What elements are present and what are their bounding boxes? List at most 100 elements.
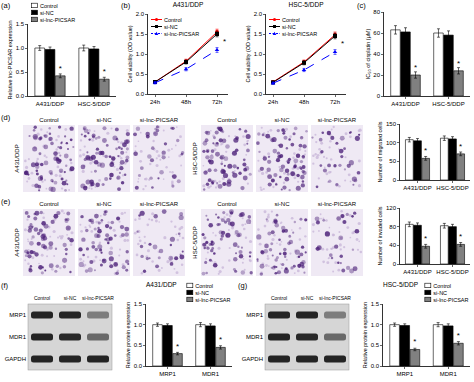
svg-text:IC₅₀ of cisplatin (μM): IC₅₀ of cisplatin (μM) [365,29,371,80]
svg-text:(a): (a) [1,1,11,10]
svg-text:MDR1: MDR1 [246,334,264,340]
svg-text:HSC-5/DDP: HSC-5/DDP [383,281,418,288]
svg-text:100: 100 [386,140,397,146]
svg-text:1.5: 1.5 [134,301,143,307]
svg-text:HSC-5/DDP: HSC-5/DDP [78,101,110,107]
svg-text:si-lnc-PICSAR: si-lnc-PICSAR [40,17,75,23]
svg-text:48h: 48h [299,99,309,105]
svg-text:*: * [413,337,416,346]
svg-text:Control: Control [282,17,300,23]
svg-text:Control: Control [433,283,451,289]
svg-text:1.0: 1.0 [16,45,25,51]
svg-text:0.5: 0.5 [254,71,263,77]
svg-text:0.0: 0.0 [371,363,380,369]
svg-text:GAPDH: GAPDH [5,356,26,362]
svg-text:0.0: 0.0 [134,363,143,369]
svg-text:1.0: 1.0 [371,322,380,328]
svg-text:MRP1: MRP1 [396,371,413,377]
svg-text:si-NC: si-NC [164,24,178,30]
svg-text:1.5: 1.5 [16,21,25,27]
svg-text:si-lnc-PICSAR: si-lnc-PICSAR [164,31,199,37]
svg-text:si-lnc-PICSAR: si-lnc-PICSAR [282,31,317,37]
svg-text:1.5: 1.5 [254,31,263,37]
svg-text:HSC-5/DDP: HSC-5/DDP [192,142,198,174]
svg-text:si-NC: si-NC [301,295,314,301]
svg-text:0.5: 0.5 [371,342,380,348]
svg-text:A431/DDP: A431/DDP [403,185,431,191]
svg-text:Control: Control [217,201,236,207]
svg-text:80: 80 [373,9,380,15]
svg-text:150: 150 [386,121,397,127]
svg-text:si-lnc-PICSAR: si-lnc-PICSAR [195,297,230,303]
svg-text:40: 40 [389,242,396,248]
svg-text:Cell viability (OD value): Cell viability (OD value) [245,25,251,82]
svg-text:48h: 48h [181,99,191,105]
svg-text:*: * [457,59,460,68]
svg-text:A431/DDP: A431/DDP [14,144,20,172]
svg-text:A431/DDP: A431/DDP [173,1,204,8]
svg-text:(d): (d) [1,113,11,122]
svg-text:50: 50 [389,158,396,164]
svg-text:72h: 72h [330,99,340,105]
svg-text:Control: Control [39,117,58,123]
svg-text:0.5: 0.5 [16,69,25,75]
svg-text:si-lnc-PICSAR: si-lnc-PICSAR [82,295,114,301]
svg-text:A431/DDP: A431/DDP [403,269,431,275]
svg-text:Relative lnc-PICSAR expression: Relative lnc-PICSAR expression [7,21,13,100]
svg-text:MDR1: MDR1 [440,371,458,377]
svg-text:si-NC: si-NC [433,290,447,296]
svg-text:(f): (f) [1,281,9,290]
svg-text:Number of migrated cells: Number of migrated cells [377,121,383,182]
svg-text:HSC-5/DDP: HSC-5/DDP [192,226,198,258]
svg-text:(g): (g) [238,281,248,290]
svg-text:2.0: 2.0 [136,11,145,17]
svg-text:2.0: 2.0 [254,11,263,17]
svg-text:*: * [103,67,106,76]
svg-text:si-NC: si-NC [282,24,296,30]
svg-text:si-lnc-PICSAR: si-lnc-PICSAR [140,201,179,207]
svg-text:*: * [424,234,427,243]
svg-text:Control: Control [40,3,58,9]
svg-text:40: 40 [373,51,380,57]
svg-text:*: * [459,232,462,241]
svg-text:MDR1: MDR1 [202,371,220,377]
svg-text:0: 0 [377,93,381,99]
svg-text:Relative protein expression: Relative protein expression [125,302,131,368]
svg-text:Control: Control [271,295,287,301]
svg-text:*: * [459,142,462,151]
svg-text:0.5: 0.5 [134,342,143,348]
svg-text:*: * [341,39,344,48]
svg-text:(b): (b) [121,1,131,10]
svg-text:A431/DDP: A431/DDP [146,281,177,288]
svg-text:*: * [223,37,226,46]
svg-text:*: * [414,63,417,72]
svg-text:si-NC: si-NC [97,201,113,207]
svg-text:*: * [176,342,179,351]
svg-text:1.0: 1.0 [134,322,143,328]
svg-text:0.0: 0.0 [136,91,145,97]
svg-text:*: * [219,335,222,344]
svg-text:0: 0 [393,261,397,267]
svg-text:24h: 24h [268,99,278,105]
svg-text:MRP1: MRP1 [246,312,263,318]
svg-text:HSC-5/DDP: HSC-5/DDP [288,1,323,8]
svg-text:0: 0 [393,177,397,183]
svg-text:HSC-5/DDP: HSC-5/DDP [436,185,468,191]
svg-text:MRP1: MRP1 [9,312,26,318]
svg-text:24h: 24h [150,99,160,105]
svg-text:MDR1: MDR1 [9,334,27,340]
svg-text:*: * [59,64,62,73]
svg-text:Control: Control [195,283,213,289]
svg-text:HSC-5/DDP: HSC-5/DDP [432,101,464,107]
svg-text:si-NC: si-NC [40,10,54,16]
svg-text:Control: Control [39,201,58,207]
svg-text:1.5: 1.5 [371,301,380,307]
svg-text:72h: 72h [212,99,222,105]
svg-text:1.5: 1.5 [136,31,145,37]
svg-text:si-lnc-PICSAR: si-lnc-PICSAR [318,117,357,123]
svg-text:si-lnc-PICSAR: si-lnc-PICSAR [140,117,179,123]
svg-text:si-NC: si-NC [64,295,77,301]
svg-text:(e): (e) [1,197,11,206]
svg-text:si-NC: si-NC [97,117,113,123]
svg-text:*: * [424,146,427,155]
